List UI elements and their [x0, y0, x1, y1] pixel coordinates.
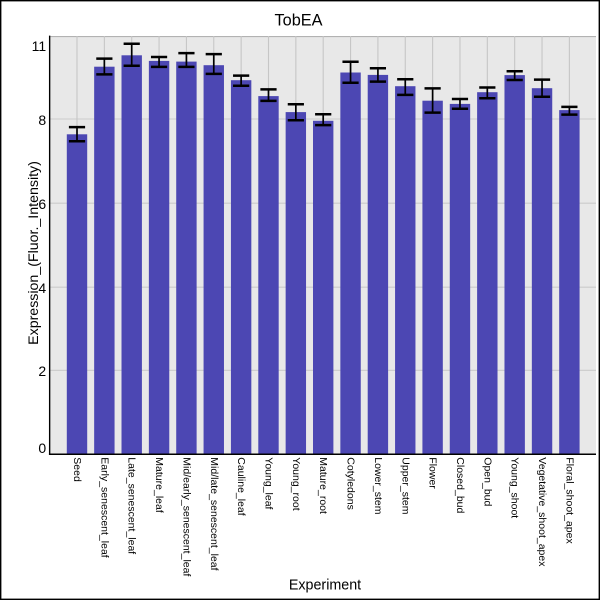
svg-text:Mature_root: Mature_root — [317, 457, 329, 514]
svg-text:Floral_shoot_apex: Floral_shoot_apex — [563, 457, 575, 544]
svg-text:0: 0 — [38, 440, 46, 456]
svg-text:Mature_leaf: Mature_leaf — [153, 457, 165, 513]
svg-text:11: 11 — [32, 38, 47, 54]
svg-text:Experiment: Experiment — [289, 578, 361, 594]
svg-text:Early_senescent_leaf: Early_senescent_leaf — [98, 457, 110, 557]
svg-text:Mid/early_senescent_leaf: Mid/early_senescent_leaf — [180, 457, 192, 576]
svg-text:Seed: Seed — [71, 457, 83, 482]
svg-text:8: 8 — [38, 112, 46, 128]
svg-text:Cotyledons: Cotyledons — [345, 457, 357, 510]
svg-text:Expression_(Fluor._Intensity): Expression_(Fluor._Intensity) — [26, 161, 42, 345]
svg-text:Vegetative_shoot_apex: Vegetative_shoot_apex — [536, 457, 548, 567]
svg-text:Cauline_leaf: Cauline_leaf — [235, 457, 247, 515]
svg-text:Young_shoot: Young_shoot — [509, 457, 521, 518]
svg-text:2: 2 — [38, 363, 46, 379]
svg-text:Closed_bud: Closed_bud — [454, 457, 466, 513]
svg-text:Open_bud: Open_bud — [481, 457, 493, 506]
svg-text:Upper_stem: Upper_stem — [399, 457, 411, 514]
svg-text:Lower_stem: Lower_stem — [372, 457, 384, 514]
svg-text:TobEA: TobEA — [275, 12, 323, 30]
svg-text:Flower: Flower — [427, 457, 439, 489]
svg-text:6: 6 — [38, 196, 46, 212]
svg-text:4: 4 — [38, 280, 46, 296]
svg-text:Young_leaf: Young_leaf — [262, 457, 274, 509]
svg-text:Young_root: Young_root — [290, 457, 302, 510]
svg-text:Late_senescent_leaf: Late_senescent_leaf — [126, 457, 138, 554]
svg-text:Mid/late_senescent_leaf: Mid/late_senescent_leaf — [208, 457, 220, 570]
